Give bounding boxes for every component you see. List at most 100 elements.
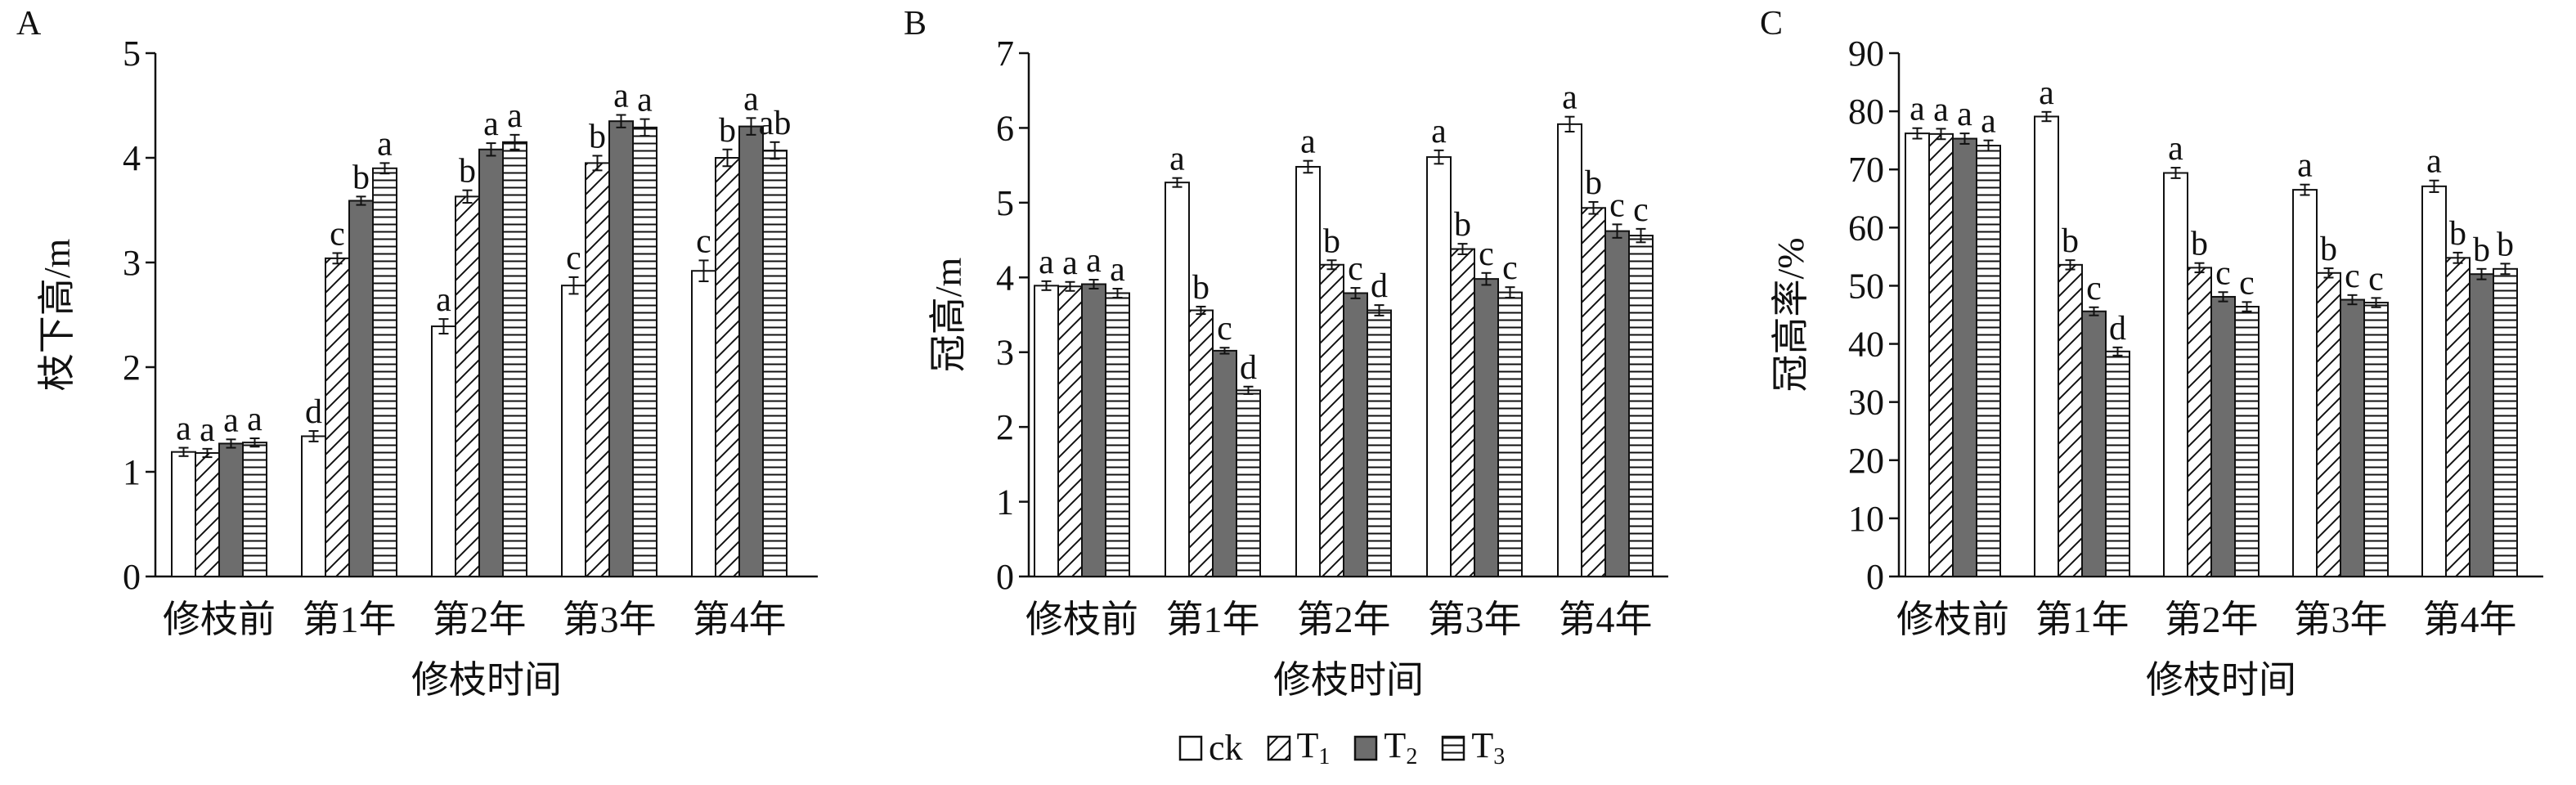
bar [1426, 156, 1452, 578]
significance-letter: c [2345, 258, 2360, 295]
bar [1474, 278, 1499, 577]
legend-label-t1: T1 [1296, 725, 1331, 769]
bar [195, 451, 220, 578]
bar [1343, 292, 1368, 577]
bar [2363, 302, 2389, 577]
bar [561, 285, 586, 577]
x-axis-title-a: 修枝时间 [411, 659, 562, 701]
significance-letter: a [436, 281, 451, 319]
significance-letter: d [1371, 267, 1388, 305]
significance-letter: c [2215, 254, 2231, 292]
significance-letter: d [305, 393, 322, 431]
bar [348, 200, 374, 577]
bar [502, 141, 527, 578]
x-tick-label: 修枝前 [1896, 599, 2009, 640]
bar [2316, 271, 2341, 577]
x-tick-label: 第3年 [563, 599, 657, 640]
y-tick-label: 4 [996, 258, 1014, 298]
y-tick-label: 5 [123, 34, 141, 74]
bar [2421, 185, 2447, 577]
y-tick-label: 4 [123, 138, 141, 178]
significance-letter: c [696, 222, 711, 260]
bar [2163, 172, 2188, 577]
significance-letter: a [176, 410, 191, 448]
panel-letter-c: C [1760, 5, 1783, 43]
y-tick-label: 30 [1848, 383, 1884, 423]
bar [372, 167, 397, 578]
bar [218, 442, 244, 577]
significance-letter: a [2039, 74, 2054, 112]
x-tick-label: 第1年 [303, 599, 397, 640]
bar [1236, 389, 1261, 578]
significance-letter: b [2497, 226, 2514, 263]
significance-letter: c [1633, 191, 1649, 229]
legend-swatch-t2 [1354, 735, 1378, 761]
significance-letter: b [459, 153, 476, 191]
y-tick-label: 1 [996, 482, 1014, 523]
legend-swatch-ck [1178, 735, 1203, 761]
x-tick-label: 第2年 [1297, 599, 1391, 640]
significance-letter: b [2062, 222, 2079, 260]
bar [715, 157, 740, 577]
significance-letter: a [613, 78, 629, 115]
bar [691, 270, 716, 577]
significance-letter: a [507, 97, 523, 135]
bar [2058, 263, 2083, 577]
bar [1604, 230, 1630, 577]
significance-letter: c [2368, 260, 2384, 298]
significance-letter: a [2426, 143, 2442, 181]
significance-letter: c [566, 240, 581, 277]
significance-letter: a [637, 82, 653, 119]
bar [1367, 309, 1392, 577]
x-tick-label: 第4年 [693, 599, 787, 640]
bar [1497, 291, 1523, 577]
significance-letter: a [1169, 141, 1185, 178]
significance-letter: b [719, 112, 736, 150]
significance-letter: b [2473, 231, 2490, 269]
y-tick-label: 60 [1848, 208, 1884, 248]
significance-letter: a [1957, 96, 1972, 133]
bar [2292, 189, 2318, 577]
bar [1450, 248, 1475, 577]
bar [1081, 283, 1106, 577]
x-tick-label: 第2年 [433, 599, 527, 640]
y-tick-label: 6 [996, 108, 1014, 148]
significance-letter: c [1217, 310, 1232, 348]
legend-label-t3: T3 [1471, 725, 1506, 769]
significance-letter: d [2109, 310, 2126, 348]
y-tick-label: 0 [1866, 557, 1884, 597]
significance-letter: c [1502, 249, 1518, 287]
bar [608, 120, 634, 577]
bar [2340, 298, 2365, 577]
bar [2034, 115, 2059, 577]
bar [1295, 165, 1321, 577]
x-tick-label: 第1年 [1166, 599, 1260, 640]
bar [1188, 309, 1214, 577]
bar [1928, 132, 1954, 578]
x-tick-label: 第3年 [2294, 599, 2388, 640]
bar [2445, 257, 2471, 577]
bar [1557, 123, 1582, 578]
bar [1319, 263, 1344, 577]
bar [2105, 350, 2130, 577]
significance-letter: c [1479, 236, 1494, 273]
significance-letter: a [1110, 251, 1125, 289]
significance-letter: a [2297, 147, 2313, 185]
x-axis-title-b: 修枝时间 [1273, 659, 1424, 701]
panel-letter-b: B [904, 5, 927, 43]
bar [1165, 182, 1190, 578]
bar [585, 162, 610, 577]
significance-letter: c [2239, 264, 2255, 302]
bar [455, 195, 480, 578]
significance-letter: a [200, 411, 215, 449]
legend-label-ck: ck [1209, 728, 1243, 768]
significance-letter: b [1192, 269, 1209, 307]
legend-item-t1: T1 [1266, 725, 1331, 769]
x-tick-label: 第1年 [2035, 599, 2129, 640]
y-tick-label: 90 [1848, 34, 1884, 74]
significance-letter: a [247, 401, 263, 438]
y-axis-label-b: 冠高/m [927, 258, 969, 373]
significance-letter: a [743, 80, 759, 118]
